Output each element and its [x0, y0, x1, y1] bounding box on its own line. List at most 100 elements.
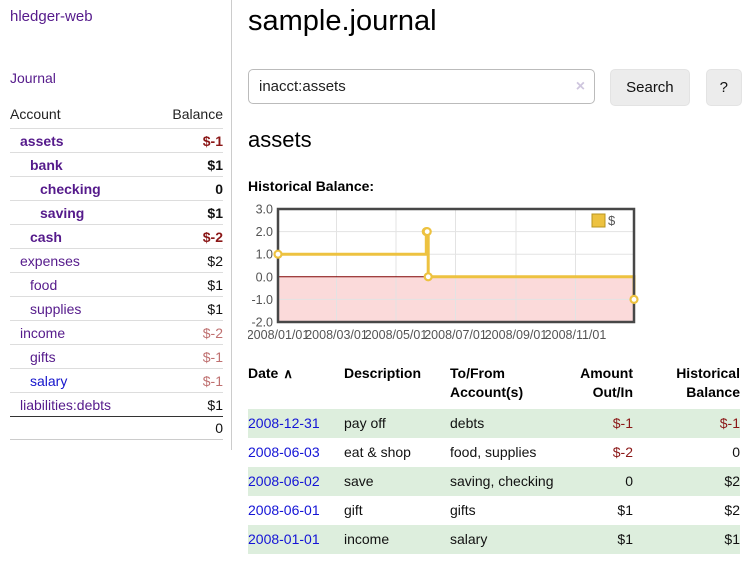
- transaction-balance: $2: [724, 472, 740, 489]
- chart-plot-border: [276, 208, 636, 324]
- y-tick-label: 0.0: [256, 271, 273, 285]
- transaction-balance: 0: [732, 444, 740, 461]
- account-balance: $1: [151, 272, 223, 297]
- transaction-amount: 0: [625, 472, 633, 489]
- account-link[interactable]: cash: [30, 228, 62, 245]
- transaction-row: 2008-06-03 eat & shop food, supplies $-2 0: [248, 438, 740, 467]
- account-link[interactable]: food: [30, 276, 58, 293]
- account-link[interactable]: gifts: [30, 348, 56, 365]
- sidebar: hledger-web Journal Account Balance asse…: [0, 0, 232, 450]
- account-balance: $-2: [151, 224, 223, 249]
- accounts-table: Account Balance assets $-1 bank $1 checking 0…: [10, 106, 223, 440]
- sidebar-item-journal[interactable]: Journal: [10, 70, 56, 86]
- account-balance: $-1: [151, 128, 223, 153]
- y-tick-label: 3.0: [256, 203, 273, 217]
- transaction-description: eat & shop: [344, 444, 411, 461]
- help-button[interactable]: ?: [705, 69, 742, 107]
- account-link[interactable]: salary: [30, 372, 68, 389]
- transaction-amount: $-2: [612, 444, 633, 461]
- account-heading: assets: [248, 127, 312, 153]
- account-balance: $1: [151, 152, 223, 177]
- chart-title: Historical Balance:: [248, 178, 375, 195]
- transaction-date-link[interactable]: 2008-06-01: [248, 501, 320, 518]
- account-link[interactable]: assets: [20, 132, 64, 149]
- register-header-balance: Historical Balance: [676, 365, 740, 401]
- account-link[interactable]: checking: [40, 180, 101, 197]
- sort-asc-icon: ∧: [283, 366, 293, 382]
- y-tick-label: 2.0: [256, 225, 273, 239]
- y-tick-label: -1.0: [251, 293, 273, 307]
- account-link[interactable]: saving: [40, 204, 85, 221]
- chart-data-marker: [273, 249, 283, 260]
- account-link[interactable]: expenses: [20, 252, 80, 269]
- transaction-description: save: [344, 472, 374, 489]
- account-balance: $-1: [151, 368, 223, 393]
- legend-label: $: [608, 213, 616, 228]
- x-tick-label: 2008/09/01: [485, 328, 548, 342]
- accounts-header-balance: Balance: [172, 106, 223, 122]
- account-balance: $1: [151, 296, 223, 321]
- chart-data-marker: [629, 295, 639, 305]
- register-header-accounts: To/From Account(s): [450, 365, 524, 401]
- search-form: × Search ?: [248, 69, 742, 107]
- transaction-row: 2008-01-01 income salary $1 $1: [248, 524, 740, 554]
- clear-search-icon[interactable]: ×: [575, 78, 586, 96]
- accounts-header-account: Account: [10, 106, 61, 122]
- accounts-total-row: 0: [10, 416, 223, 440]
- account-row: saving $1: [10, 200, 223, 225]
- transaction-accounts: food, supplies: [450, 444, 537, 461]
- account-row: expenses $2: [10, 248, 223, 273]
- transaction-amount: $-1: [612, 415, 633, 432]
- transaction-description: gift: [344, 501, 363, 518]
- register-table: Date ∧ Description To/From Account(s) Amou…: [248, 364, 740, 554]
- transaction-amount: $1: [617, 530, 633, 547]
- register-header-date[interactable]: Date ∧: [248, 365, 293, 382]
- account-balance: $1: [151, 200, 223, 225]
- app-brand: hledger-web: [10, 8, 223, 26]
- transaction-description: income: [344, 530, 390, 547]
- x-tick-label: 2008/01/01: [248, 328, 309, 342]
- legend-swatch: [591, 213, 606, 228]
- transaction-date-link[interactable]: 2008-01-01: [248, 530, 320, 547]
- account-balance: $-2: [151, 320, 223, 345]
- search-input[interactable]: [248, 69, 596, 105]
- account-row: bank $1: [10, 152, 223, 177]
- account-link[interactable]: bank: [30, 156, 63, 173]
- app-brand-link[interactable]: hledger-web: [10, 8, 93, 25]
- historical-balance-chart[interactable]: $3.0 2.0 1.0 0.0 -1.0 -2.0 2008/01/01 2008/03/0…: [247, 203, 742, 345]
- x-tick-label: 2008/11/01: [545, 328, 607, 342]
- account-row: salary $-1: [10, 368, 223, 393]
- account-row: liabilities:debts $1: [10, 392, 223, 417]
- register-header-amount: Amount Out/In: [580, 365, 633, 401]
- account-row: gifts $-1: [10, 344, 223, 369]
- account-row: supplies $1: [10, 296, 223, 321]
- account-link[interactable]: supplies: [30, 300, 82, 317]
- transaction-balance: $1: [724, 530, 740, 547]
- register-header-row: Date ∧ Description To/From Account(s) Amou…: [248, 364, 740, 409]
- transaction-date-link[interactable]: 2008-06-03: [248, 444, 320, 461]
- x-tick-label: 2008/05/01: [365, 328, 428, 342]
- transaction-date-link[interactable]: 2008-06-02: [248, 472, 320, 489]
- accounts-total-value: 0: [151, 416, 223, 440]
- transaction-description: pay off: [344, 415, 386, 432]
- search-button[interactable]: Search: [610, 69, 690, 107]
- transaction-date-link[interactable]: 2008-12-31: [248, 415, 320, 432]
- sidebar-nav: Journal: [10, 70, 223, 88]
- chart-svg: $3.0 2.0 1.0 0.0 -1.0 -2.02008/01/012008/03/0…: [247, 203, 639, 342]
- transaction-accounts: saving, checking: [450, 472, 554, 489]
- account-row: cash $-2: [10, 224, 223, 249]
- accounts-total-spacer: [10, 416, 152, 440]
- y-tick-label: -2.0: [251, 316, 273, 330]
- y-tick-label: 1.0: [256, 248, 273, 262]
- account-balance: 0: [151, 176, 223, 201]
- search-input-wrap: ×: [248, 69, 596, 106]
- transaction-balance: $-1: [719, 415, 740, 432]
- account-balance: $-1: [151, 344, 223, 369]
- transaction-accounts: gifts: [450, 501, 476, 518]
- register-header-description: Description: [344, 365, 422, 382]
- account-balance: $2: [151, 248, 223, 273]
- account-link[interactable]: liabilities:debts: [20, 396, 112, 413]
- x-tick-label: 2008/03/01: [305, 328, 368, 342]
- account-row: food $1: [10, 272, 223, 297]
- account-link[interactable]: income: [20, 324, 66, 341]
